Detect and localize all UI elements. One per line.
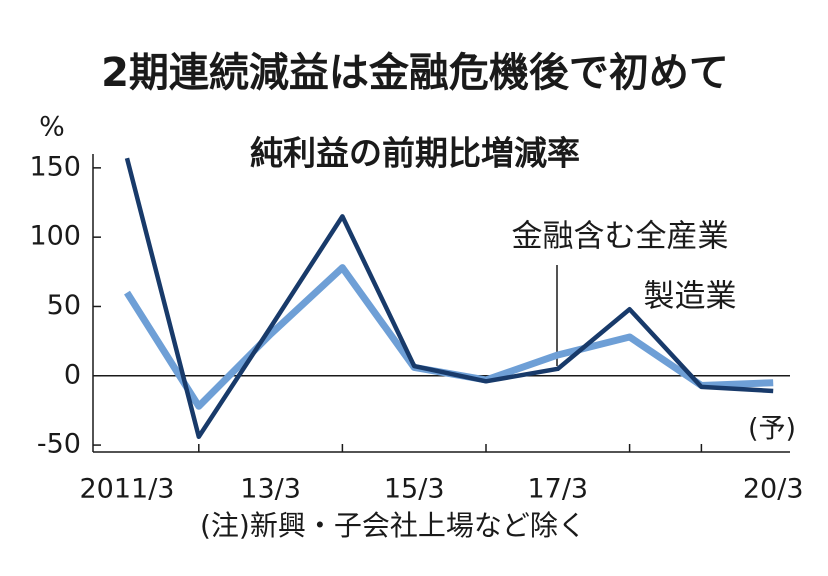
y-tick-label: 150 xyxy=(29,151,81,182)
series-label: 製造業 xyxy=(644,279,737,315)
y-unit: % xyxy=(39,112,65,143)
footnote: (注)新興・子会社上場など除く xyxy=(200,509,586,542)
chart-title: 2期連続減益は金融危機後で初めて xyxy=(101,50,729,96)
y-tick-label: 100 xyxy=(29,221,81,252)
x-tick-label: 20/3 xyxy=(743,474,804,505)
forecast-label: (予) xyxy=(748,414,796,445)
series-label: 金融含む全産業 xyxy=(512,219,729,255)
y-tick-label: 50 xyxy=(47,290,81,321)
y-tick-label: 0 xyxy=(64,359,81,390)
y-tick-label: -50 xyxy=(37,429,81,460)
x-tick-label: 13/3 xyxy=(240,474,301,505)
chart-subtitle: 純利益の前期比増減率 xyxy=(250,134,580,173)
x-tick-label: 15/3 xyxy=(384,474,445,505)
x-tick-label: 17/3 xyxy=(527,474,588,505)
line-series xyxy=(124,157,774,440)
x-tick-label: 2011/3 xyxy=(80,474,175,505)
